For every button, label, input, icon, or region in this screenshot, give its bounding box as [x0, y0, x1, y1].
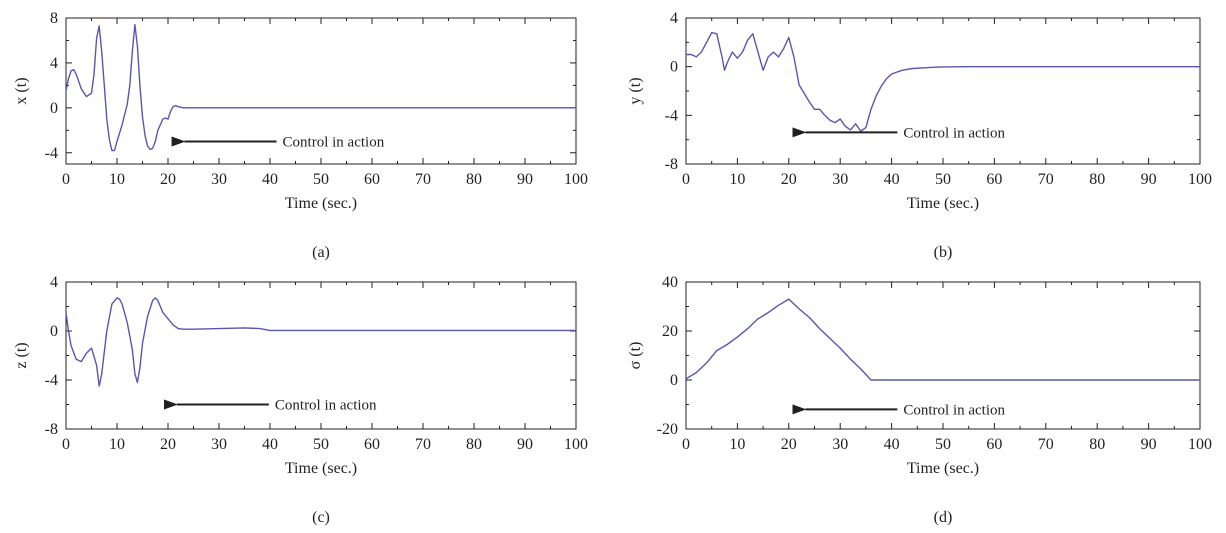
x-tick-label: 60 — [364, 436, 380, 453]
y-axis-title: z (t) — [13, 342, 30, 368]
x-tick-label: 80 — [1089, 171, 1105, 188]
y-tick-label: 0 — [670, 59, 678, 76]
x-tick-label: 0 — [62, 436, 70, 453]
x-tick-label: 100 — [564, 436, 588, 453]
panel-caption: (b) — [934, 244, 953, 261]
x-tick-label: 10 — [109, 436, 125, 453]
x-tick-label: 70 — [415, 171, 431, 188]
y-tick-label: -4 — [45, 145, 58, 162]
y-tick-label: 20 — [662, 323, 678, 340]
y-tick-label: -4 — [45, 372, 58, 389]
x-tick-label: 30 — [211, 171, 227, 188]
x-tick-label: 100 — [1188, 171, 1212, 188]
chart-panel-c: 0 10 20 30 40 50 60 70 80 90 100 -8 -4 0 4 Time (sec.) z… — [13, 274, 588, 526]
x-axis-title: Time (sec.) — [285, 460, 357, 477]
y-axis-title: y (t) — [627, 77, 644, 104]
annotation-text: Control in action — [275, 398, 377, 414]
x-axis-title: Time (sec.) — [907, 460, 979, 477]
y-axis-title: x (t) — [13, 77, 30, 104]
y-tick-label: 40 — [662, 274, 678, 291]
x-tick-label: 50 — [935, 171, 951, 188]
x-tick-label: 80 — [466, 171, 482, 188]
x-tick-label: 30 — [832, 436, 848, 453]
x-tick-label: 50 — [313, 436, 329, 453]
series-line-d — [685, 298, 1200, 381]
x-tick-label: 90 — [517, 436, 533, 453]
x-tick-label: 100 — [564, 171, 588, 188]
panel-caption: (a) — [312, 244, 330, 261]
y-tick-label: -8 — [45, 421, 58, 438]
x-axis-title: Time (sec.) — [907, 195, 979, 212]
panel-caption: (c) — [312, 509, 330, 526]
x-tick-label: 20 — [160, 171, 176, 188]
y-tick-label: 0 — [50, 323, 58, 340]
x-tick-label: 0 — [682, 171, 690, 188]
series-line-a — [65, 24, 576, 152]
x-tick-label: 80 — [466, 436, 482, 453]
y-tick-label: 0 — [50, 100, 58, 117]
x-tick-label: 0 — [62, 171, 70, 188]
y-tick-label: 4 — [50, 274, 58, 291]
x-tick-label: 60 — [986, 171, 1002, 188]
series-line-b — [686, 31, 1200, 132]
x-tick-label: 100 — [1188, 436, 1212, 453]
x-tick-label: 20 — [781, 171, 797, 188]
x-tick-label: 30 — [832, 171, 848, 188]
y-tick-label: 4 — [50, 55, 58, 72]
x-tick-label: 30 — [211, 436, 227, 453]
x-tick-label: 40 — [884, 171, 900, 188]
y-axis-title: σ (t) — [627, 342, 644, 370]
x-tick-label: 80 — [1089, 436, 1105, 453]
plot-frame — [685, 17, 1201, 165]
x-tick-label: 90 — [517, 171, 533, 188]
y-tick-label: 8 — [50, 10, 58, 27]
x-tick-label: 10 — [729, 171, 745, 188]
y-tick-label: -20 — [657, 421, 678, 438]
x-tick-label: 40 — [262, 436, 278, 453]
panel-caption: (d) — [934, 509, 953, 526]
chart-panel-b: 0 10 20 30 40 50 60 70 80 90 100 -8 -4 0 4 Time (sec.) y… — [627, 10, 1212, 261]
x-tick-label: 50 — [313, 171, 329, 188]
annotation-text: Control in action — [903, 125, 1005, 141]
y-tick-label: -4 — [665, 107, 678, 124]
annotation-text: Control in action — [283, 135, 385, 151]
y-tick-label: -8 — [665, 156, 678, 173]
x-tick-label: 70 — [415, 436, 431, 453]
x-tick-label: 90 — [1141, 436, 1157, 453]
annotation-text: Control in action — [903, 402, 1005, 418]
x-tick-label: 10 — [729, 436, 745, 453]
series-line-c — [65, 297, 576, 387]
x-tick-label: 20 — [781, 436, 797, 453]
y-tick-label: 0 — [670, 372, 678, 389]
x-tick-label: 40 — [884, 436, 900, 453]
x-tick-label: 10 — [109, 171, 125, 188]
x-tick-label: 60 — [986, 436, 1002, 453]
x-tick-label: 0 — [682, 436, 690, 453]
x-tick-label: 60 — [364, 171, 380, 188]
x-tick-label: 70 — [1038, 436, 1054, 453]
x-tick-label: 70 — [1038, 171, 1054, 188]
x-tick-label: 40 — [262, 171, 278, 188]
y-tick-label: 4 — [670, 10, 678, 27]
x-axis-title: Time (sec.) — [285, 195, 357, 212]
x-tick-label: 20 — [160, 436, 176, 453]
x-tick-label: 50 — [935, 436, 951, 453]
x-tick-label: 90 — [1141, 171, 1157, 188]
